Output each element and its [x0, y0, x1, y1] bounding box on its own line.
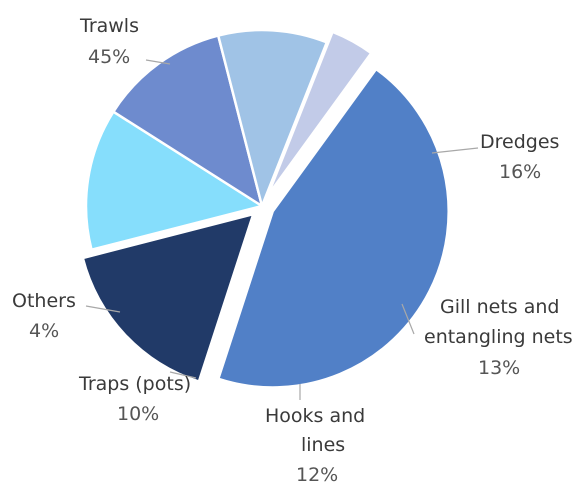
value-dredges: 16% [499, 161, 541, 183]
leader-line-gill-nets [401, 303, 415, 335]
label-hooks-line1: Hooks and [265, 405, 365, 427]
value-hooks: 12% [296, 464, 338, 485]
label-hooks-line2: lines [301, 434, 345, 456]
value-trawls: 45% [88, 46, 130, 68]
label-gill-nets-line2: entangling nets [424, 326, 573, 348]
leader-line-traps [169, 371, 197, 379]
value-traps: 10% [117, 403, 159, 425]
label-trawls: Trawls [79, 15, 139, 37]
pie-slice-trawls [217, 67, 450, 389]
pie-slice-hooks-and-lines [112, 34, 264, 208]
leader-line-dredges [431, 147, 479, 154]
leader-line-trawls [145, 59, 171, 65]
value-gill-nets: 13% [478, 357, 520, 379]
label-dredges: Dredges [480, 131, 559, 153]
pie-slice-dredges [81, 212, 255, 383]
pie-slice-others [266, 30, 373, 197]
label-traps: Traps (pots) [78, 373, 191, 395]
pie-slice-traps-pots [216, 28, 329, 208]
value-others: 4% [29, 320, 59, 342]
label-gill-nets-line1: Gill nets and [440, 296, 559, 318]
pie-slice-gill-nets-and-entangling-nets [84, 110, 264, 252]
leader-line-others [85, 305, 121, 313]
pie-slices [81, 28, 450, 389]
label-others: Others [12, 290, 76, 312]
leader-lines [85, 59, 479, 400]
